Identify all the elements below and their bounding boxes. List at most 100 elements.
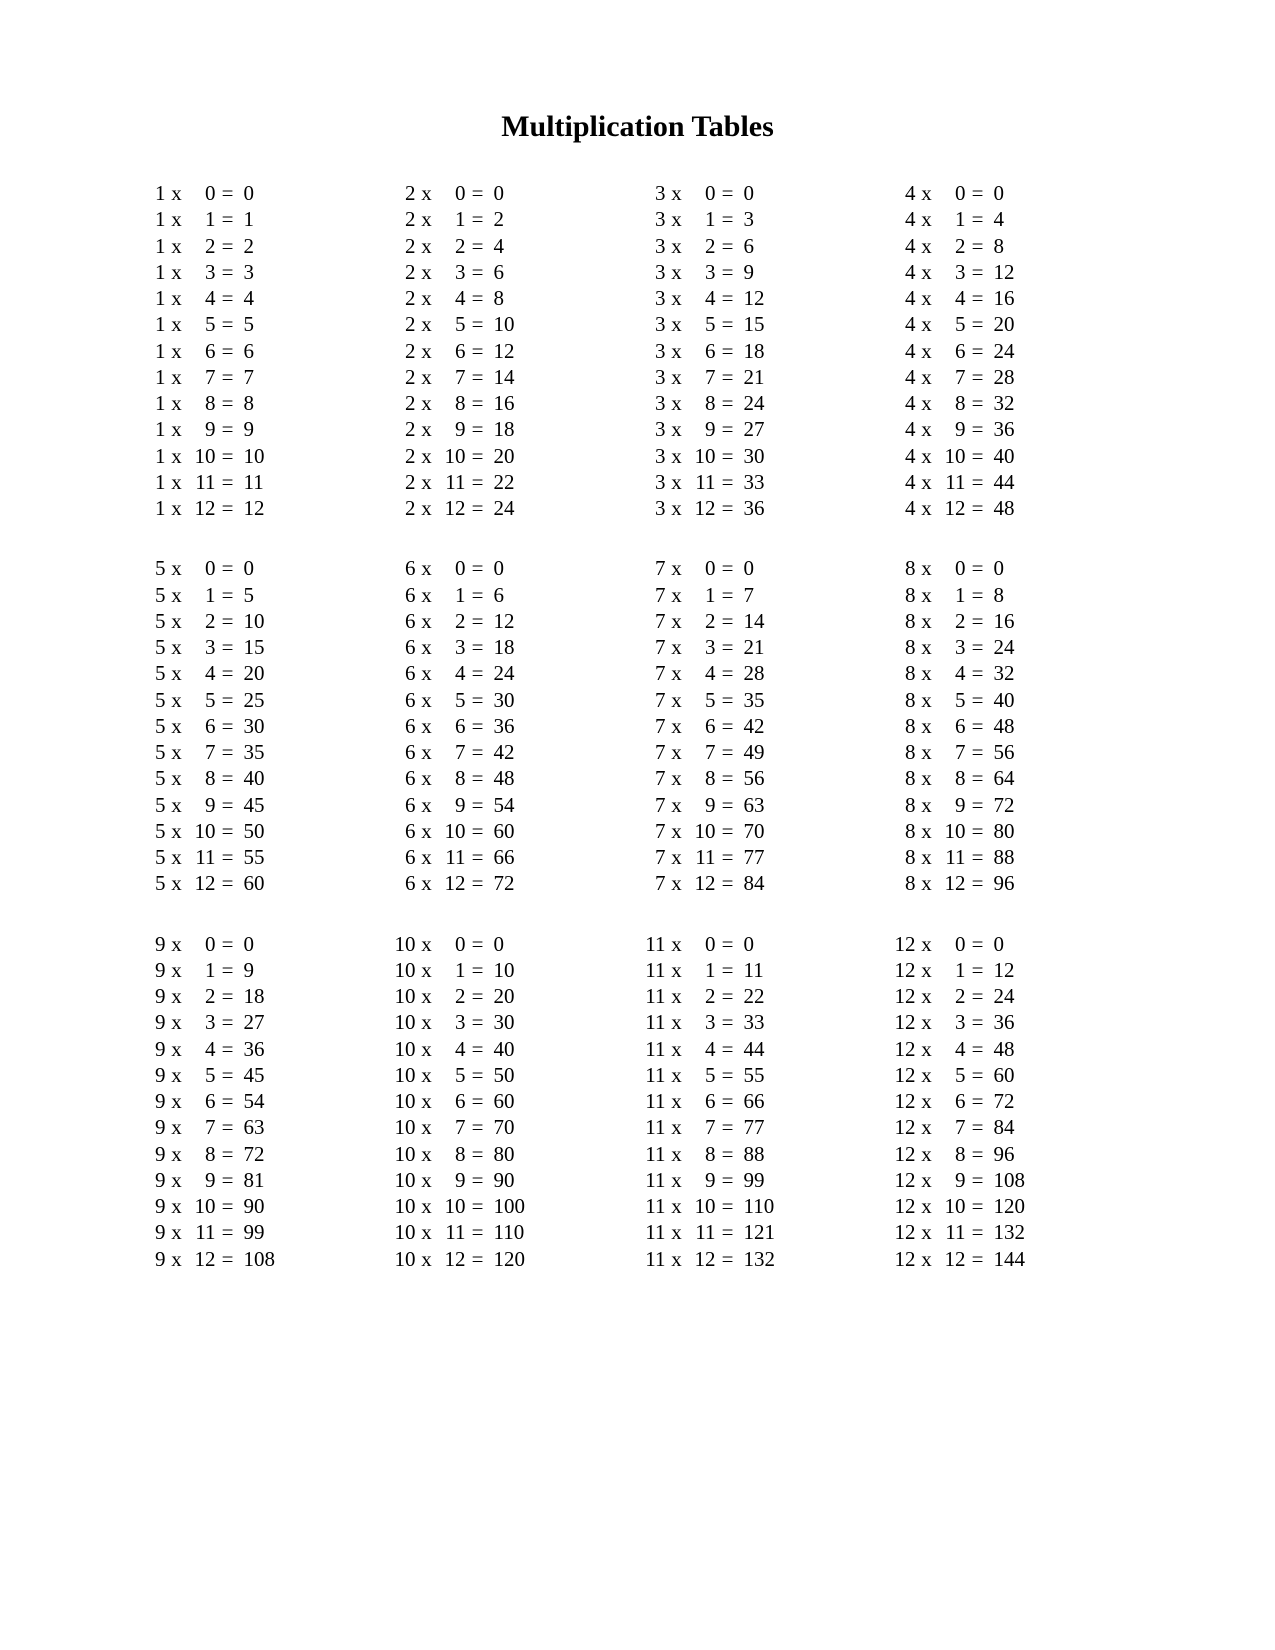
times-symbol: x — [916, 180, 938, 206]
multiplicand-a: 7 — [638, 818, 666, 844]
multiplicand-b: 0 — [938, 931, 966, 957]
multiplicand-a: 8 — [888, 660, 916, 686]
equals-symbol: = — [716, 983, 740, 1009]
times-symbol: x — [666, 1036, 688, 1062]
multiplicand-a: 12 — [888, 1193, 916, 1219]
multiplicand-a: 2 — [388, 469, 416, 495]
product: 54 — [490, 792, 540, 818]
table-row: 10x7=70 — [388, 1114, 638, 1140]
multiplicand-a: 2 — [388, 180, 416, 206]
multiplicand-b: 4 — [438, 285, 466, 311]
equals-symbol: = — [466, 983, 490, 1009]
multiplicand-b: 2 — [438, 983, 466, 1009]
multiplicand-b: 6 — [938, 338, 966, 364]
product: 7 — [740, 582, 790, 608]
equals-symbol: = — [716, 1141, 740, 1167]
multiplicand-b: 1 — [688, 206, 716, 232]
multiplicand-a: 9 — [138, 1088, 166, 1114]
multiplicand-b: 12 — [188, 870, 216, 896]
table-row: 8x5=40 — [888, 687, 1138, 713]
times-symbol: x — [666, 364, 688, 390]
multiplicand-b: 9 — [438, 416, 466, 442]
table-row: 3x5=15 — [638, 311, 888, 337]
multiplicand-a: 4 — [888, 233, 916, 259]
product: 18 — [490, 634, 540, 660]
multiplicand-b: 4 — [688, 1036, 716, 1062]
times-symbol: x — [666, 469, 688, 495]
multiplicand-b: 7 — [188, 739, 216, 765]
equals-symbol: = — [466, 233, 490, 259]
multiplicand-a: 9 — [138, 1062, 166, 1088]
table-row: 11x1=11 — [638, 957, 888, 983]
table-row: 8x9=72 — [888, 792, 1138, 818]
equals-symbol: = — [716, 1193, 740, 1219]
product: 28 — [990, 364, 1040, 390]
product: 55 — [740, 1062, 790, 1088]
multiplicand-b: 3 — [438, 634, 466, 660]
multiplicand-a: 10 — [388, 1141, 416, 1167]
table-row: 1x12=12 — [138, 495, 388, 521]
table-row: 12x6=72 — [888, 1088, 1138, 1114]
times-symbol: x — [416, 206, 438, 232]
product: 33 — [740, 1009, 790, 1035]
table-row: 3x10=30 — [638, 443, 888, 469]
multiplicand-b: 9 — [188, 792, 216, 818]
equals-symbol: = — [466, 1009, 490, 1035]
multiplicand-b: 7 — [188, 1114, 216, 1140]
times-symbol: x — [166, 555, 188, 581]
multiplicand-a: 1 — [138, 338, 166, 364]
multiplicand-b: 10 — [938, 1193, 966, 1219]
multiplicand-b: 5 — [938, 1062, 966, 1088]
multiplicand-a: 8 — [888, 818, 916, 844]
multiplicand-a: 6 — [388, 555, 416, 581]
product: 24 — [990, 983, 1040, 1009]
times-symbol: x — [916, 687, 938, 713]
equals-symbol: = — [966, 1009, 990, 1035]
tables-grid: 1x0=01x1=11x2=21x3=31x4=41x5=51x6=61x7=7… — [138, 180, 1138, 1272]
product: 0 — [240, 931, 290, 957]
multiplicand-b: 11 — [188, 1219, 216, 1245]
multiplicand-a: 12 — [888, 931, 916, 957]
times-symbol: x — [916, 957, 938, 983]
equals-symbol: = — [216, 1036, 240, 1062]
product: 88 — [740, 1141, 790, 1167]
table-row: 3x8=24 — [638, 390, 888, 416]
equals-symbol: = — [716, 1088, 740, 1114]
equals-symbol: = — [216, 983, 240, 1009]
multiplicand-a: 5 — [138, 792, 166, 818]
multiplicand-a: 11 — [638, 957, 666, 983]
equals-symbol: = — [966, 957, 990, 983]
product: 24 — [990, 338, 1040, 364]
table-row: 9x0=0 — [138, 931, 388, 957]
times-symbol: x — [166, 180, 188, 206]
equals-symbol: = — [716, 259, 740, 285]
product: 56 — [990, 739, 1040, 765]
table-row: 4x10=40 — [888, 443, 1138, 469]
table-row: 11x0=0 — [638, 931, 888, 957]
times-symbol: x — [916, 1193, 938, 1219]
product: 132 — [990, 1219, 1040, 1245]
product: 20 — [240, 660, 290, 686]
product: 6 — [490, 582, 540, 608]
multiplicand-a: 12 — [888, 1088, 916, 1114]
product: 24 — [990, 634, 1040, 660]
product: 90 — [490, 1167, 540, 1193]
product: 42 — [490, 739, 540, 765]
equals-symbol: = — [216, 582, 240, 608]
times-symbol: x — [416, 1009, 438, 1035]
equals-symbol: = — [716, 931, 740, 957]
table-row: 10x0=0 — [388, 931, 638, 957]
product: 8 — [490, 285, 540, 311]
equals-symbol: = — [466, 634, 490, 660]
table-row: 5x7=35 — [138, 739, 388, 765]
product: 11 — [240, 469, 290, 495]
product: 10 — [240, 608, 290, 634]
multiplicand-b: 7 — [438, 1114, 466, 1140]
table-row: 2x0=0 — [388, 180, 638, 206]
table-row: 11x8=88 — [638, 1141, 888, 1167]
multiplicand-b: 11 — [438, 469, 466, 495]
product: 28 — [740, 660, 790, 686]
multiplicand-b: 5 — [438, 311, 466, 337]
times-symbol: x — [166, 608, 188, 634]
times-symbol: x — [416, 233, 438, 259]
